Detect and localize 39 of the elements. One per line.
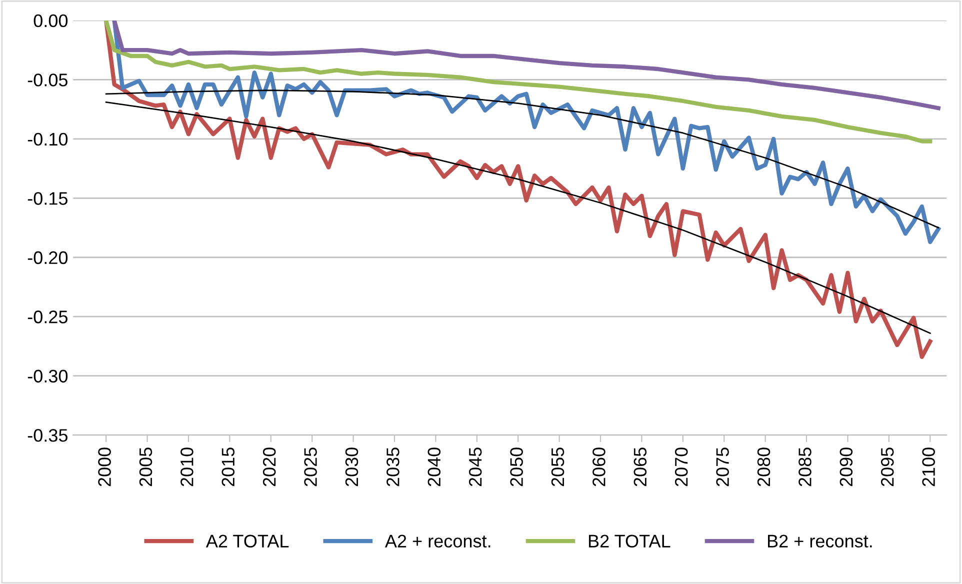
- x-tick-label: 2080: [757, 448, 770, 486]
- x-tick-label: 2000: [98, 448, 111, 486]
- x-tick-label: 2070: [674, 448, 688, 486]
- y-tick-label: -0.15: [28, 192, 68, 205]
- line-series: [112, 20, 940, 110]
- line-series: [105, 90, 940, 228]
- y-tick-label: -0.05: [28, 74, 68, 86]
- x-tick-label: 2005: [139, 448, 152, 486]
- x-tick-label: 2100: [922, 448, 935, 486]
- y-tick-label: -0.30: [28, 370, 68, 383]
- line-series: [112, 20, 940, 244]
- x-tick-label: 2025: [304, 448, 317, 486]
- x-tick-label: 2095: [880, 448, 894, 486]
- legend-label: B2 + reconst.: [768, 534, 872, 548]
- line-series: [105, 101, 931, 334]
- line-series: [104, 20, 932, 359]
- y-tick-label: -0.25: [28, 310, 68, 324]
- x-tick-label: 2050: [510, 448, 523, 486]
- x-tick-label: 2090: [840, 448, 853, 486]
- legend-label: A2 TOTAL: [206, 534, 289, 548]
- y-tick-label: -0.35: [28, 429, 68, 442]
- x-tick-label: 2015: [222, 448, 235, 486]
- x-tick-label: 2055: [551, 448, 564, 486]
- x-tick-label: 2030: [345, 448, 358, 486]
- legend-label: A2 + reconst.: [384, 534, 490, 548]
- x-tick-label: 2075: [716, 448, 729, 486]
- y-tick-label: -0.10: [28, 132, 68, 146]
- x-tick-label: 2040: [428, 448, 441, 486]
- x-tick-label: 2045: [468, 448, 482, 486]
- y-tick-label: 0.00: [34, 14, 68, 28]
- x-tick-label: 2065: [634, 448, 647, 486]
- x-tick-label: 2060: [592, 448, 606, 486]
- legend-label: B2 TOTAL: [588, 534, 670, 548]
- x-tick-label: 2010: [180, 448, 194, 486]
- x-tick-label: 2085: [798, 448, 812, 486]
- x-tick-label: 2035: [386, 448, 400, 486]
- y-tick-label: -0.20: [28, 251, 68, 264]
- x-tick-label: 2020: [262, 448, 276, 486]
- line-series: [104, 20, 932, 144]
